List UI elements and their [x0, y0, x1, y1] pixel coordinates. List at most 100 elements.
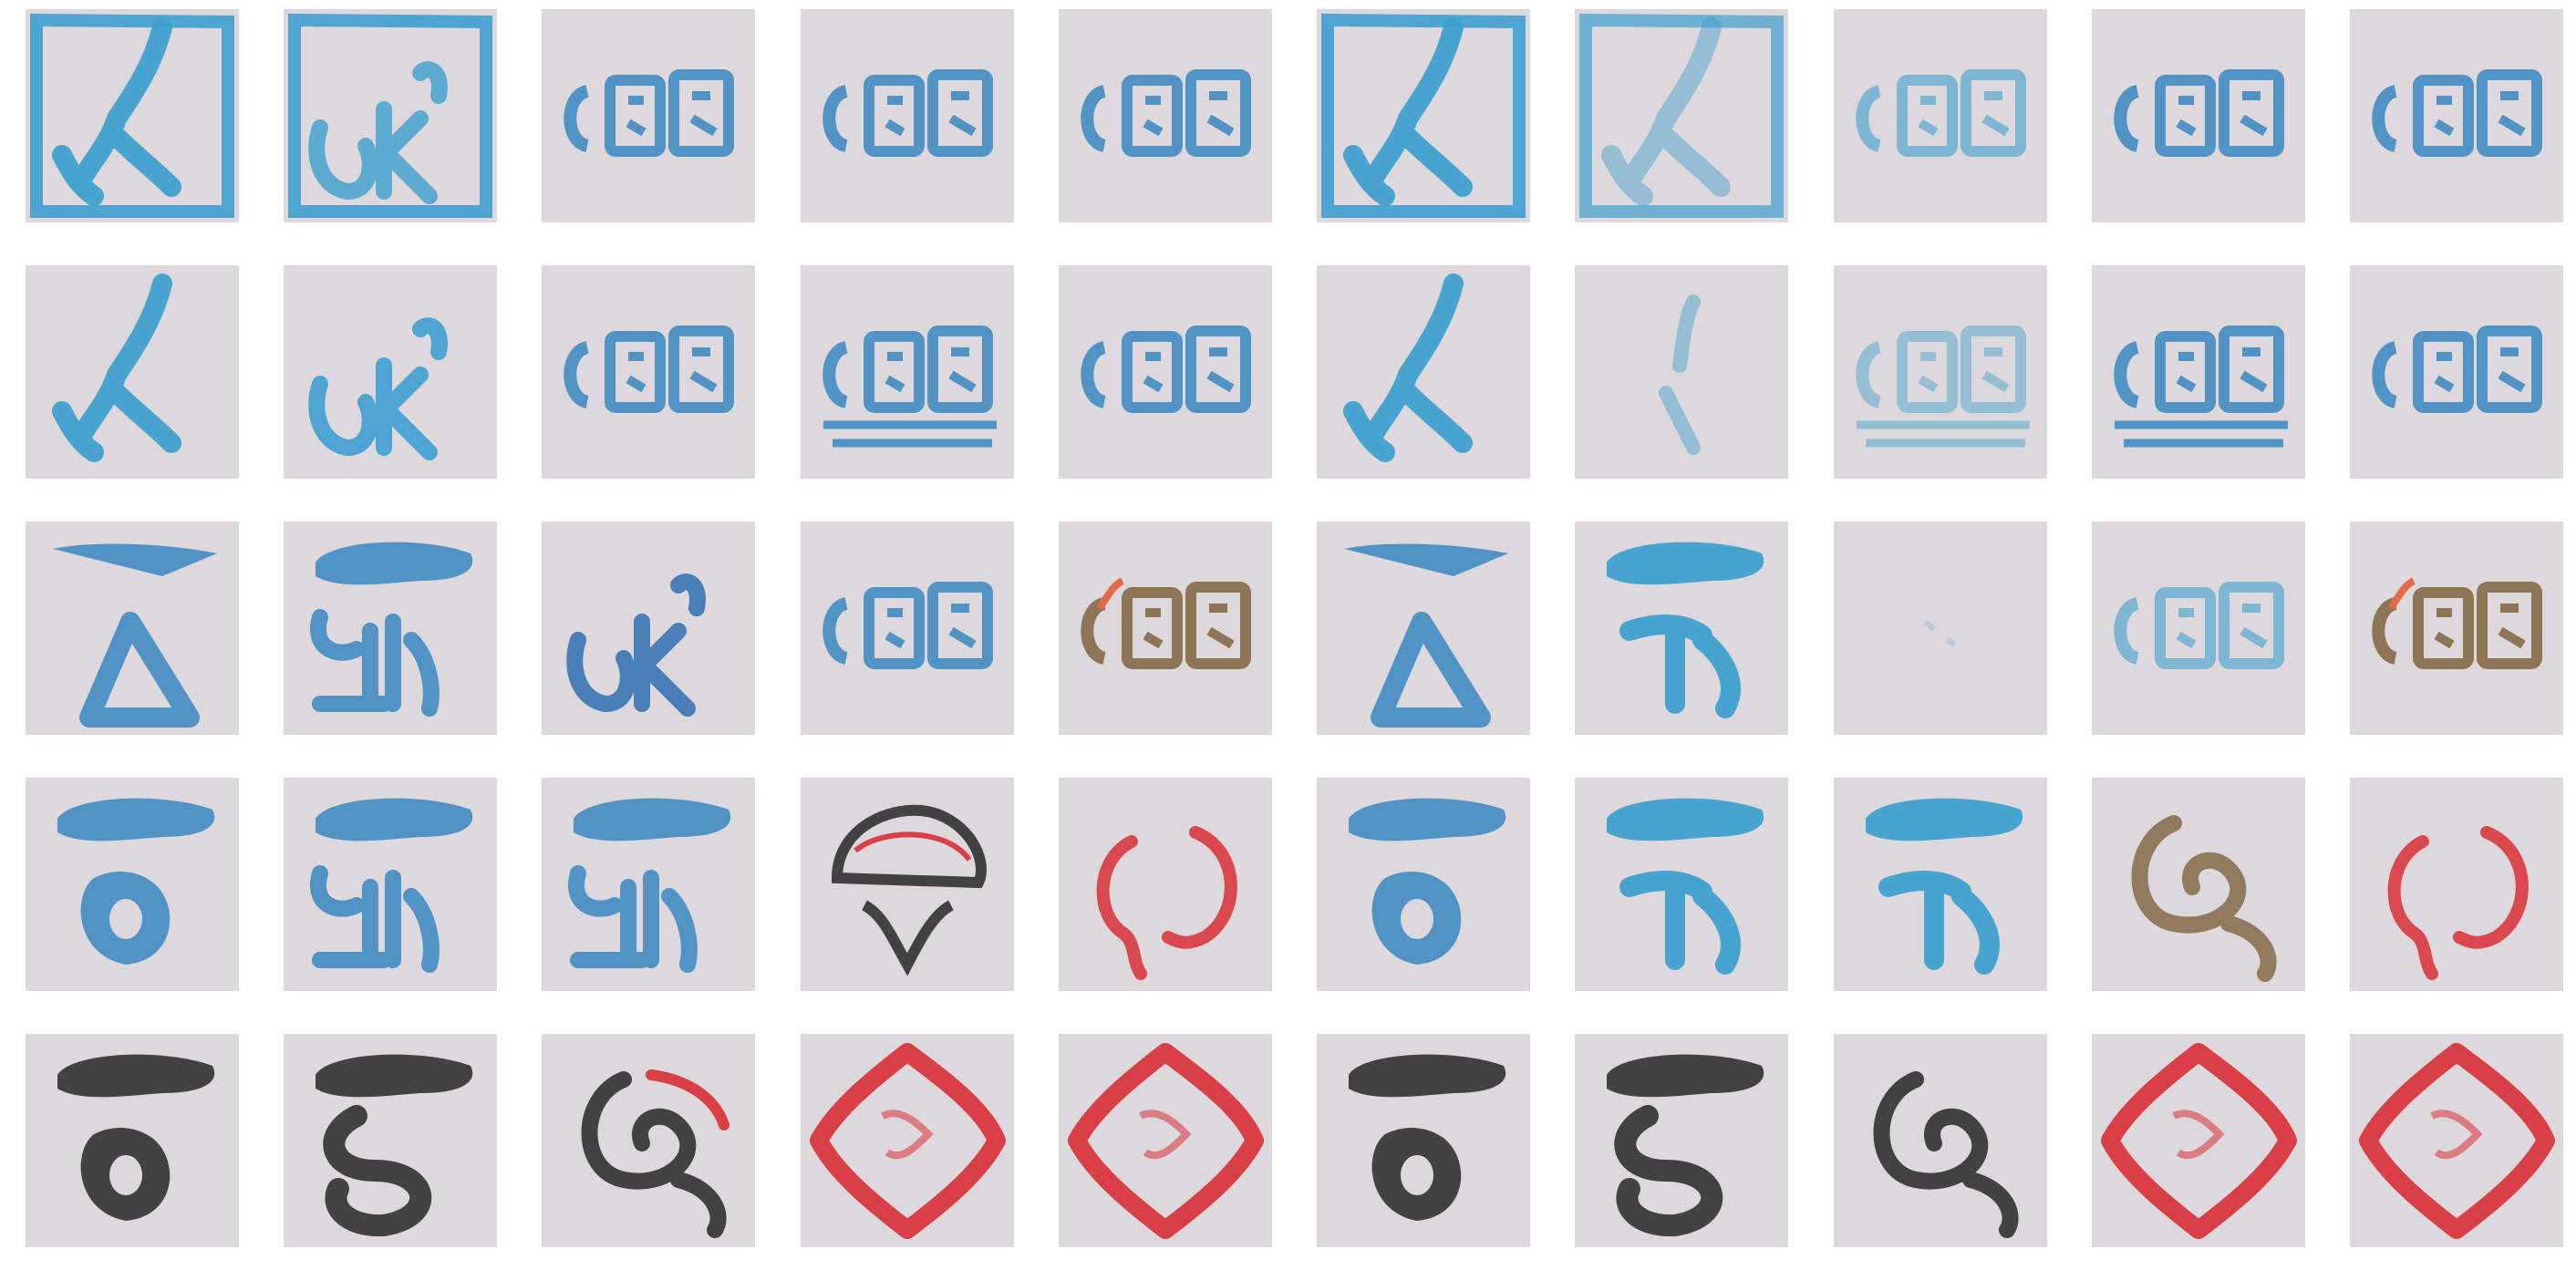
glyph-seal-lined-image	[822, 325, 997, 448]
sample-tile	[26, 9, 239, 222]
glyph-seal-3char-image	[822, 582, 993, 669]
glyph-seal-3char-image	[564, 69, 734, 157]
glyph-seal-lined-image	[2114, 325, 2288, 448]
sample-tile	[2350, 265, 2563, 479]
sample-tile	[2350, 9, 2563, 222]
glyph-cloud-pedestal-image	[568, 798, 731, 973]
glyph-swirl-dark-image	[2131, 815, 2277, 982]
glyph-seal-3char-image	[822, 69, 993, 157]
sample-tile	[1059, 521, 1272, 735]
sample-tile	[1575, 1034, 1788, 1247]
sample-tile	[284, 1034, 497, 1247]
sample-tile	[26, 778, 239, 991]
glyph-diamond-red-image	[1068, 1043, 1264, 1239]
glyph-seal-faint-image	[1856, 325, 2030, 448]
glyph-cloud-o-image	[1349, 798, 1506, 965]
sample-tile	[1059, 778, 1272, 991]
sample-tile	[284, 265, 497, 479]
sample-tile	[284, 9, 497, 222]
sample-tile	[1317, 778, 1530, 991]
glyph-diamond-red-image	[810, 1043, 1006, 1239]
glyph-cloud-h-image	[1607, 798, 1764, 975]
glyph-cloud-h-image	[1607, 542, 1764, 718]
glyph-k-frame-image	[1321, 13, 1526, 218]
glyph-ok-frame-image	[288, 13, 492, 218]
sample-tile	[1317, 1034, 1530, 1247]
sample-tile	[26, 265, 239, 479]
glyph-mushroom-dark-image	[831, 804, 987, 976]
glyph-k-image	[52, 274, 181, 462]
sample-tile	[801, 9, 1014, 222]
glyph-seal-3char-image	[564, 325, 734, 413]
sample-tile	[2350, 778, 2563, 991]
sample-tile	[1059, 9, 1272, 222]
sample-tile	[2350, 1034, 2563, 1247]
sample-tile	[1317, 521, 1530, 735]
glyph-cloud-h-image	[1866, 798, 2023, 975]
sample-tile	[2092, 9, 2305, 222]
sample-tile	[1317, 265, 1530, 479]
sample-tile	[542, 1034, 755, 1247]
sample-tile	[1575, 265, 1788, 479]
glyph-seal-3char-faint-image	[1856, 69, 2026, 157]
glyph-i-faint-image	[1659, 294, 1701, 455]
sample-tile	[1834, 265, 2047, 479]
glyph-cloud-pedestal-image	[310, 798, 473, 973]
sample-tile	[542, 265, 755, 479]
glyph-cloud-s-black-image	[316, 1054, 473, 1237]
sample-tile	[2092, 521, 2305, 735]
sample-tile	[1575, 521, 1788, 735]
glyph-swirl-black-image	[1873, 1071, 2019, 1238]
glyph-seal-brown-image	[2372, 577, 2542, 669]
glyph-swirl-black-red-image	[581, 1069, 729, 1238]
glyph-ok-image	[308, 317, 448, 460]
sample-tile	[542, 778, 755, 991]
sample-tile	[1834, 521, 2047, 735]
glyph-seal-3char-image	[2372, 69, 2542, 157]
glyph-cloud-s-black-image	[1607, 1054, 1764, 1237]
glyph-blank-image	[1923, 619, 1956, 647]
sample-tile	[542, 9, 755, 222]
sample-tile	[2350, 521, 2563, 735]
sample-tile	[1059, 1034, 1272, 1247]
sample-tile	[2092, 265, 2305, 479]
sample-tile	[2092, 778, 2305, 991]
sample-tile	[284, 778, 497, 991]
sample-tile	[1317, 9, 1530, 222]
glyph-triangle-image	[53, 543, 217, 728]
glyph-diamond-red-image	[2359, 1043, 2555, 1239]
sample-tile	[801, 778, 1014, 991]
glyph-cloud-o-black-image	[57, 1054, 215, 1221]
sample-tile	[1575, 778, 1788, 991]
glyph-seal-3char-faint-image	[2114, 582, 2284, 669]
glyph-seal-3char-image	[1081, 325, 1251, 413]
glyph-brackets-red-image	[1096, 826, 1237, 980]
glyph-k-frame-image	[30, 13, 234, 218]
glyph-ck-image	[566, 573, 706, 717]
sample-tile	[1834, 778, 2047, 991]
sample-tile	[1834, 9, 2047, 222]
glyph-seal-3char-image	[2114, 69, 2284, 157]
sample-tile	[2092, 1034, 2305, 1247]
sample-tile	[1059, 265, 1272, 479]
sample-tile	[801, 521, 1014, 735]
sample-tile	[284, 521, 497, 735]
glyph-k-frame-faint-image	[1579, 13, 1784, 218]
sample-tile	[801, 1034, 1014, 1247]
sample-tile	[1575, 9, 1788, 222]
glyph-k-image	[1343, 274, 1473, 462]
glyph-cloud-o-image	[57, 798, 215, 965]
sample-tile	[801, 265, 1014, 479]
glyph-seal-3char-image	[1081, 69, 1251, 157]
glyph-cloud-pedestal-image	[310, 542, 473, 717]
glyph-triangle-image	[1344, 543, 1508, 728]
sample-tile	[542, 521, 755, 735]
glyph-cloud-o-black-image	[1349, 1054, 1506, 1221]
sample-tile	[1834, 1034, 2047, 1247]
glyph-seal-3char-image	[2372, 325, 2542, 413]
glyph-seal-brown-image	[1081, 577, 1251, 669]
sample-tile	[26, 1034, 239, 1247]
sample-tile	[26, 521, 239, 735]
glyph-diamond-red-image	[2101, 1043, 2297, 1239]
